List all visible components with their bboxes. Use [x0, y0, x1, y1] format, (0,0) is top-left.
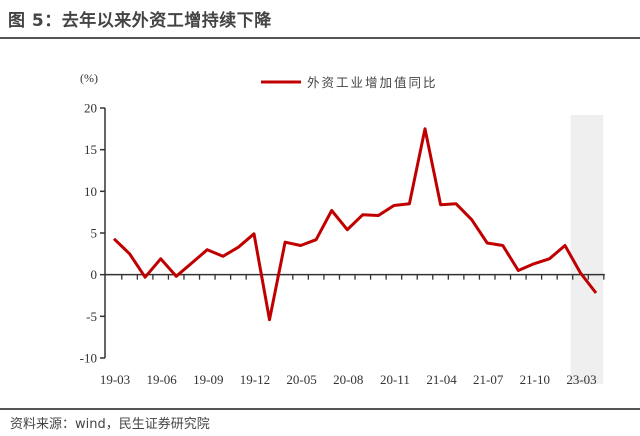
x-tick-label: 21-04 [426, 372, 457, 387]
x-tick-label: 19-06 [146, 372, 177, 387]
x-tick-label: 19-03 [100, 372, 130, 387]
x-tick-label: 19-09 [193, 372, 223, 387]
x-tick-label: 19-12 [240, 372, 270, 387]
top-divider [0, 37, 640, 39]
y-axis: 20 15 10 5 0 -5 -10 [80, 101, 106, 366]
y-tick-label: 5 [91, 226, 98, 241]
x-tick-label: 23-03 [566, 372, 596, 387]
line-chart: 20 15 10 5 0 -5 -10 19-03 19-06 19-09 19-12 20-05 2… [80, 71, 605, 387]
figure-title: 图 5：去年以来外资工增持续下降 [8, 11, 272, 31]
legend: 外资工业增加值同比 [261, 75, 438, 90]
x-axis: 19-03 19-06 19-09 19-12 20-05 20-08 20-11 21-04… [100, 273, 605, 387]
y-tick-label: 0 [91, 267, 98, 282]
x-tick-label: 21-07 [473, 372, 504, 387]
y-unit-label: (%) [80, 71, 98, 85]
x-tick-label: 20-11 [380, 372, 410, 387]
y-tick-label: -10 [80, 351, 97, 366]
series-line [112, 127, 598, 322]
legend-label: 外资工业增加值同比 [307, 75, 438, 90]
source-note: 资料来源：wind，民生证券研究院 [10, 417, 210, 432]
y-tick-label: 20 [84, 101, 97, 116]
y-tick-label: -5 [86, 309, 97, 324]
y-tick-label: 10 [84, 184, 97, 199]
x-tick-label: 20-05 [286, 372, 316, 387]
x-tick-label: 21-10 [520, 372, 550, 387]
y-tick-label: 15 [84, 142, 97, 157]
x-tick-label: 20-08 [333, 372, 363, 387]
shaded-region [570, 115, 604, 384]
bottom-divider [0, 408, 640, 410]
